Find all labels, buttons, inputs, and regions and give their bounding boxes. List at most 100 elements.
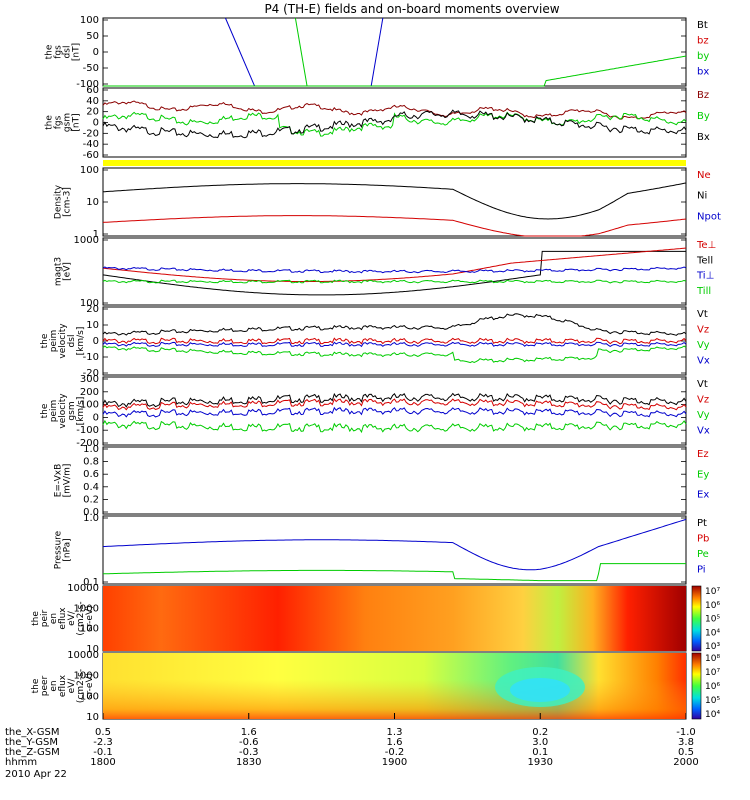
- panel-frame-peim_vel: [102, 376, 687, 446]
- legend-bt: Bt: [697, 20, 708, 31]
- colorbar-tick: 10⁷: [705, 587, 720, 597]
- ylabel-line: [nPa]: [63, 538, 73, 561]
- ytick-label: 10000: [67, 583, 99, 594]
- ytick-label: 10: [86, 320, 99, 331]
- ytick-label: 50: [86, 31, 99, 42]
- legend-bz: Bz: [697, 90, 709, 101]
- trace-bz: [102, 100, 687, 120]
- xaxis-value: 0.5: [95, 727, 111, 738]
- ylabel-line: eV/: [67, 610, 77, 626]
- legend-bz: bz: [697, 36, 709, 47]
- ytick-label: 20: [86, 107, 99, 118]
- xaxis-value: 3.0: [532, 737, 548, 748]
- legend-vy: Vy: [697, 340, 710, 351]
- legend-pi: Pi: [697, 565, 706, 576]
- colorbar-peer: [691, 652, 702, 720]
- ylabel-efield: E=-VxB [mV/m]: [54, 464, 73, 498]
- xaxis-value: 1900: [382, 757, 407, 768]
- ylabel-line: [eV]: [63, 262, 73, 281]
- ytick-label: 1000: [74, 671, 99, 682]
- xaxis-value: 3.8: [678, 737, 694, 748]
- ylabel-peim_vel: the peim velocity gsm [km/s]: [40, 393, 86, 429]
- xaxis-value: 0.2: [532, 727, 548, 738]
- ytick-label: 0.0: [83, 507, 99, 518]
- trace-by: [103, 55, 687, 87]
- legend-vz: Vz: [697, 395, 709, 406]
- xaxis-value: -0.6: [239, 737, 259, 748]
- xaxis-value: 1930: [528, 757, 553, 768]
- ylabel-line: en: [49, 680, 59, 691]
- xaxis-value: 0.5: [678, 747, 694, 758]
- ylabel-line: [km/s]: [76, 397, 86, 426]
- xaxis-row-label: hhmm: [5, 757, 37, 768]
- ytick-label: 10: [86, 712, 99, 723]
- legend-npot: Npot: [697, 211, 721, 222]
- ylabel-line: velocity: [58, 393, 68, 429]
- ylabel-line: Density: [54, 184, 64, 219]
- peer-spectrogram: [103, 653, 686, 719]
- ytick-label: -20: [83, 128, 99, 139]
- ytick-label: 0.6: [83, 469, 99, 480]
- xaxis-value: 2000: [673, 757, 698, 768]
- colorbar-tick: 10⁵: [705, 696, 720, 706]
- legend-vt: Vt: [697, 309, 708, 320]
- ytick-label: -100: [76, 425, 99, 436]
- ytick-label: -10: [83, 352, 99, 363]
- ytick-label: 1.0: [83, 513, 99, 524]
- ylabel-line: (cm2-s-: [76, 669, 86, 703]
- ylabel-line: eV/: [67, 678, 77, 694]
- panel-frame-pressure: [102, 515, 687, 585]
- ytick-label: 0.4: [83, 482, 99, 493]
- ylabel-line: eflux: [58, 674, 68, 697]
- trace-vt: [102, 313, 687, 336]
- ytick-label: 0: [93, 336, 99, 347]
- legend-te⊥: Te⊥: [696, 240, 716, 251]
- ylabel-line: gsm: [63, 113, 73, 132]
- legend-bx: Bx: [697, 132, 710, 143]
- ylabel-line: en: [49, 613, 59, 624]
- ylabel-line: E=-VxB: [54, 464, 64, 498]
- trace-by: [102, 111, 687, 137]
- y-axis-labels: the fgs dsl [nT]the fgs gsm [nT]Density [cm-3]m…: [31, 43, 95, 703]
- date-label: 2010 Apr 22: [5, 769, 67, 780]
- ytick-label: 0: [93, 118, 99, 129]
- ylabel-line: [km/s]: [76, 327, 86, 356]
- chart-title: P4 (TH-E) fields and on-board moments ov…: [264, 2, 559, 16]
- ylabel-line: eflux: [58, 607, 68, 630]
- xaxis-value: -0.1: [93, 747, 113, 758]
- ylabel-line: dsl: [63, 46, 73, 59]
- xaxis-value: 1.6: [241, 727, 257, 738]
- colorbar-labels: 10⁷ 10⁶ 10⁵ 10⁴ 10³ 10⁸ 10⁷ 10⁶ 10⁵ 10⁴: [705, 587, 720, 720]
- ytick-label: 10: [86, 644, 99, 655]
- colorbar-peir: [691, 585, 702, 652]
- xaxis-value: 0.1: [532, 747, 548, 758]
- colorbar-tick: 10⁶: [705, 601, 720, 611]
- ylabel-line: the: [31, 678, 41, 693]
- ytick-label: 100: [80, 400, 99, 411]
- ylabel-line: the: [40, 403, 50, 418]
- ytick-label: 0.8: [83, 457, 99, 468]
- ytick-label: 200: [80, 387, 99, 398]
- ylabel-line: dsl: [67, 335, 77, 348]
- xaxis-value: 1.6: [387, 737, 403, 748]
- panel-frame-temp: [102, 237, 687, 306]
- panel-frame-fgs_dsl: [102, 17, 687, 87]
- ylabel-line: the: [31, 611, 41, 626]
- legend-vy: Vy: [697, 410, 710, 421]
- colorbar-tick: 10⁶: [705, 682, 720, 692]
- ytick-label: 0: [93, 412, 99, 423]
- trace-vy: [102, 419, 687, 434]
- ytick-label: 0.1: [83, 577, 99, 588]
- ytick-label: 1000: [74, 235, 99, 246]
- ylabel-eeem_vel: the peim velocity dsl [km/s]: [40, 323, 86, 359]
- xaxis-row-label: the_Z-GSM: [5, 747, 60, 758]
- ytick-label: -200: [76, 438, 99, 449]
- ylabel-temp: magt3 [eV]: [54, 257, 73, 286]
- trace-bx: [102, 109, 687, 139]
- ylabel-line: peir: [40, 609, 50, 627]
- legend-vt: Vt: [697, 379, 708, 390]
- trace-tiperp: [102, 266, 687, 274]
- ytick-label: -40: [83, 139, 99, 150]
- ylabel-line: peim: [49, 400, 59, 423]
